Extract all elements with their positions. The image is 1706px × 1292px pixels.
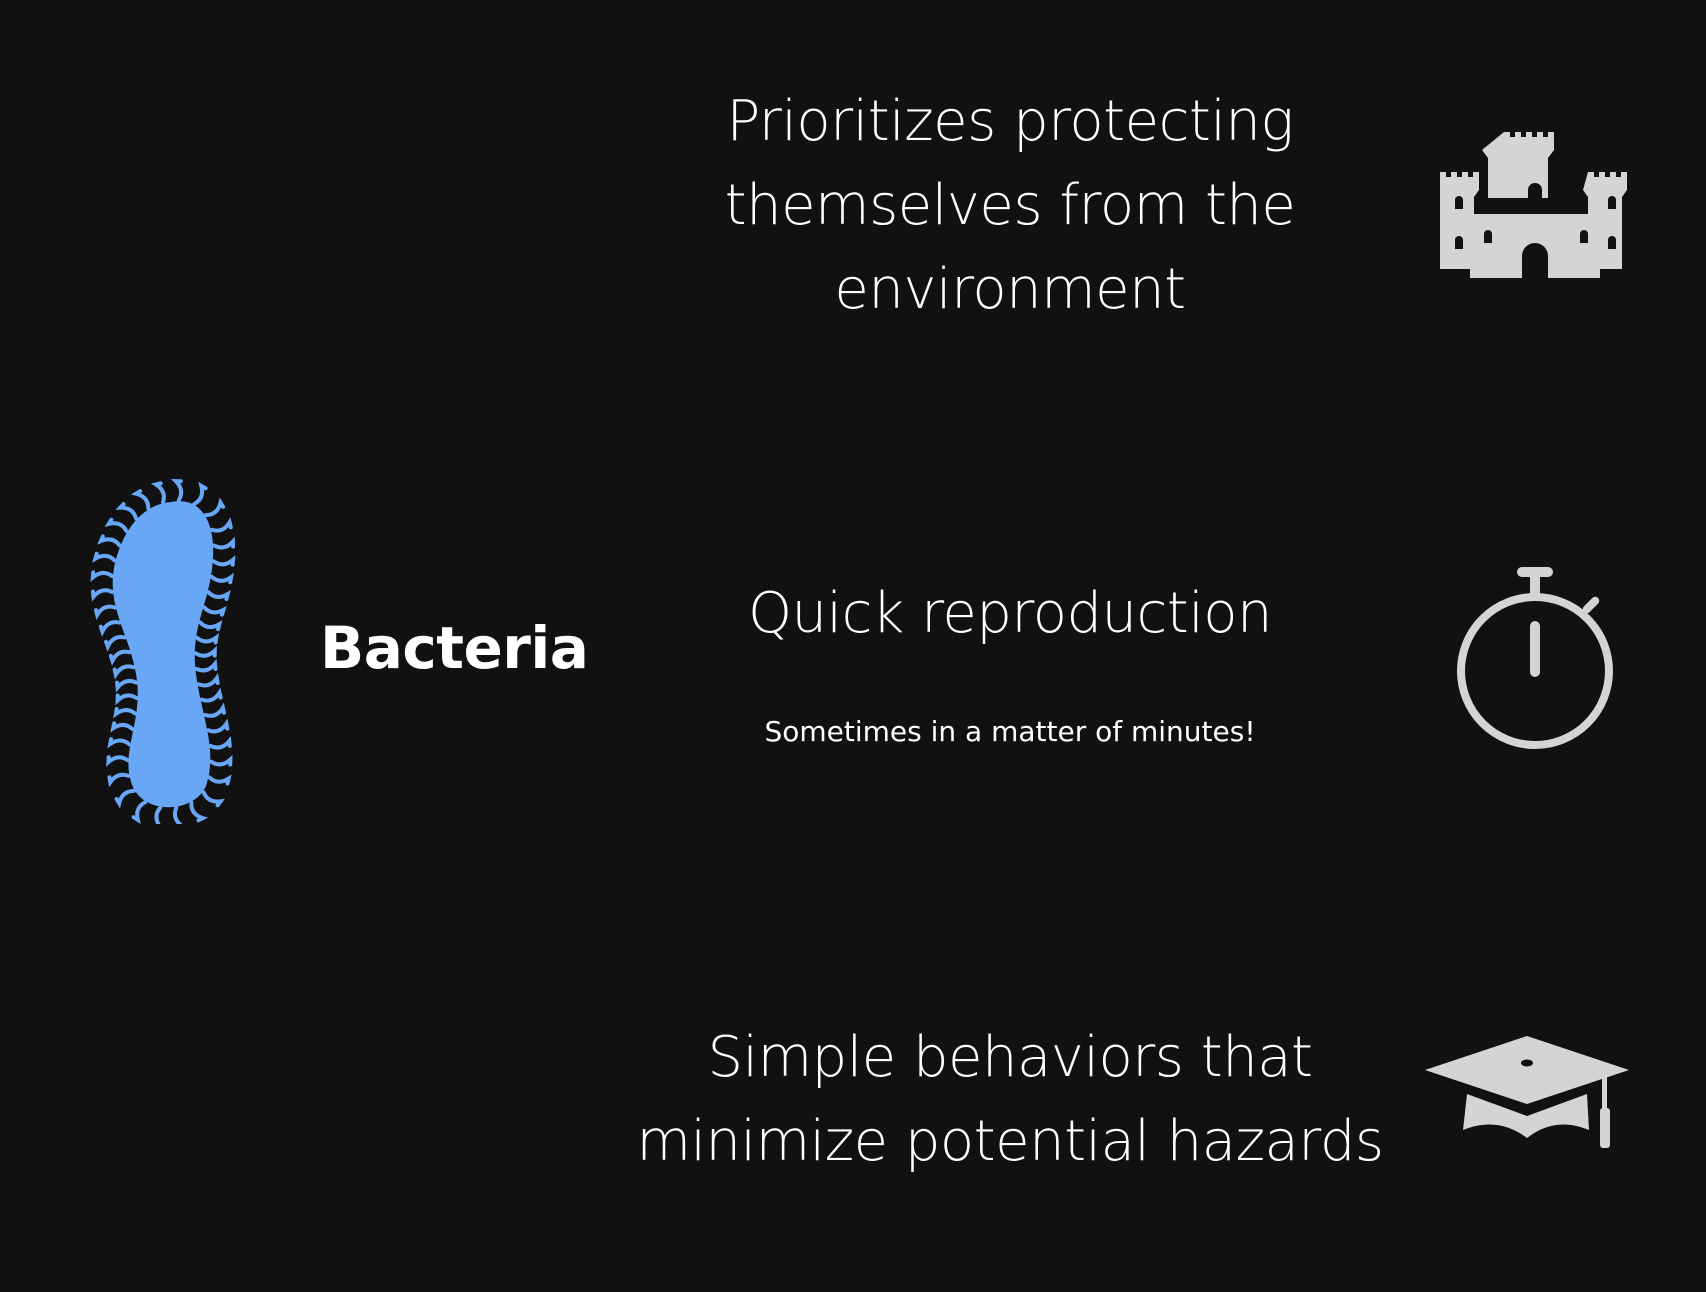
bacterium-cilium: [115, 678, 139, 693]
subject-label: Bacteria: [320, 614, 589, 682]
bacterium-cilium: [209, 754, 233, 767]
point-reproduction-line-1: Quick reproduction: [747, 581, 1273, 646]
bacterium-cilium: [107, 772, 131, 788]
point-protection-line-2: themselves from the: [724, 173, 1296, 238]
point-reproduction-text: Quick reproduction: [600, 572, 1420, 656]
bacterium-cilium: [199, 687, 223, 703]
bacterium-cilium: [194, 658, 218, 673]
point-protection-line-3: environment: [834, 257, 1186, 322]
bacterium-cilium: [92, 551, 117, 563]
bacterium-cilium: [104, 635, 127, 652]
bacterium-cilium: [207, 774, 232, 786]
bacterium-cilium: [107, 737, 132, 749]
bacterium-cilium: [172, 805, 183, 824]
bacterium-cilium: [208, 736, 232, 750]
bacterium-cilium: [154, 805, 163, 824]
bacterium-cilium: [98, 620, 122, 637]
bacterium-cilium: [130, 489, 151, 511]
bacterium-cilium: [203, 702, 226, 718]
bacterium-cilium: [192, 481, 208, 506]
bacterium-cilium: [150, 481, 166, 505]
bacterium-cilium: [198, 619, 223, 632]
point-reproduction-note: Sometimes in a matter of minutes!: [764, 715, 1256, 748]
bacterium-cilium: [91, 588, 115, 602]
bacterium-cilium: [201, 790, 226, 808]
bacterium-cilium: [170, 479, 184, 503]
point-behaviors-line-2: minimize potential hazards: [636, 1109, 1384, 1174]
bacterium-cilium: [195, 632, 219, 645]
bacterium-cilium: [97, 534, 122, 548]
point-protection-line-1: Prioritizes protecting: [726, 89, 1294, 154]
bacterium-cilium: [202, 605, 227, 617]
bacterium-cilium: [112, 664, 136, 680]
bacterium-cilium: [90, 570, 114, 583]
bacterium-cilium: [115, 693, 139, 706]
castle-icon: [1440, 132, 1627, 278]
bacterium-cilium: [115, 502, 139, 521]
stopwatch-icon: [1457, 567, 1613, 749]
graduation-cap-icon: [1425, 1036, 1629, 1148]
bacterium-cilium: [193, 645, 217, 658]
bacterium-cilium: [114, 788, 136, 809]
bacterium-cilium: [131, 800, 148, 824]
bacterium-cilium: [212, 536, 236, 550]
bacterium-cilium: [209, 517, 233, 533]
point-behaviors-line-1: Simple behaviors that: [707, 1025, 1313, 1090]
bacterium-cilium: [104, 517, 129, 534]
point-behaviors-text: Simple behaviors that minimize potential…: [600, 1016, 1420, 1184]
bacterium-cilium: [110, 721, 135, 733]
bacterium-cilium: [106, 755, 130, 767]
bacterium-icon: [90, 479, 236, 824]
bacterium-cilium: [113, 707, 138, 719]
bacterium-cilium: [209, 572, 234, 585]
bacterium-cilium: [206, 589, 231, 601]
bacterium-cilium: [94, 604, 117, 621]
bacterium-cilium: [203, 497, 226, 518]
bacterium-cilium: [189, 800, 209, 823]
bacterium-cilium: [196, 673, 220, 688]
bacterium-cilium: [108, 649, 132, 666]
point-protection-text: Prioritizes protecting themselves from t…: [600, 80, 1420, 332]
bacterium-cilium: [206, 718, 230, 734]
bacterium-cilium: [211, 555, 236, 567]
